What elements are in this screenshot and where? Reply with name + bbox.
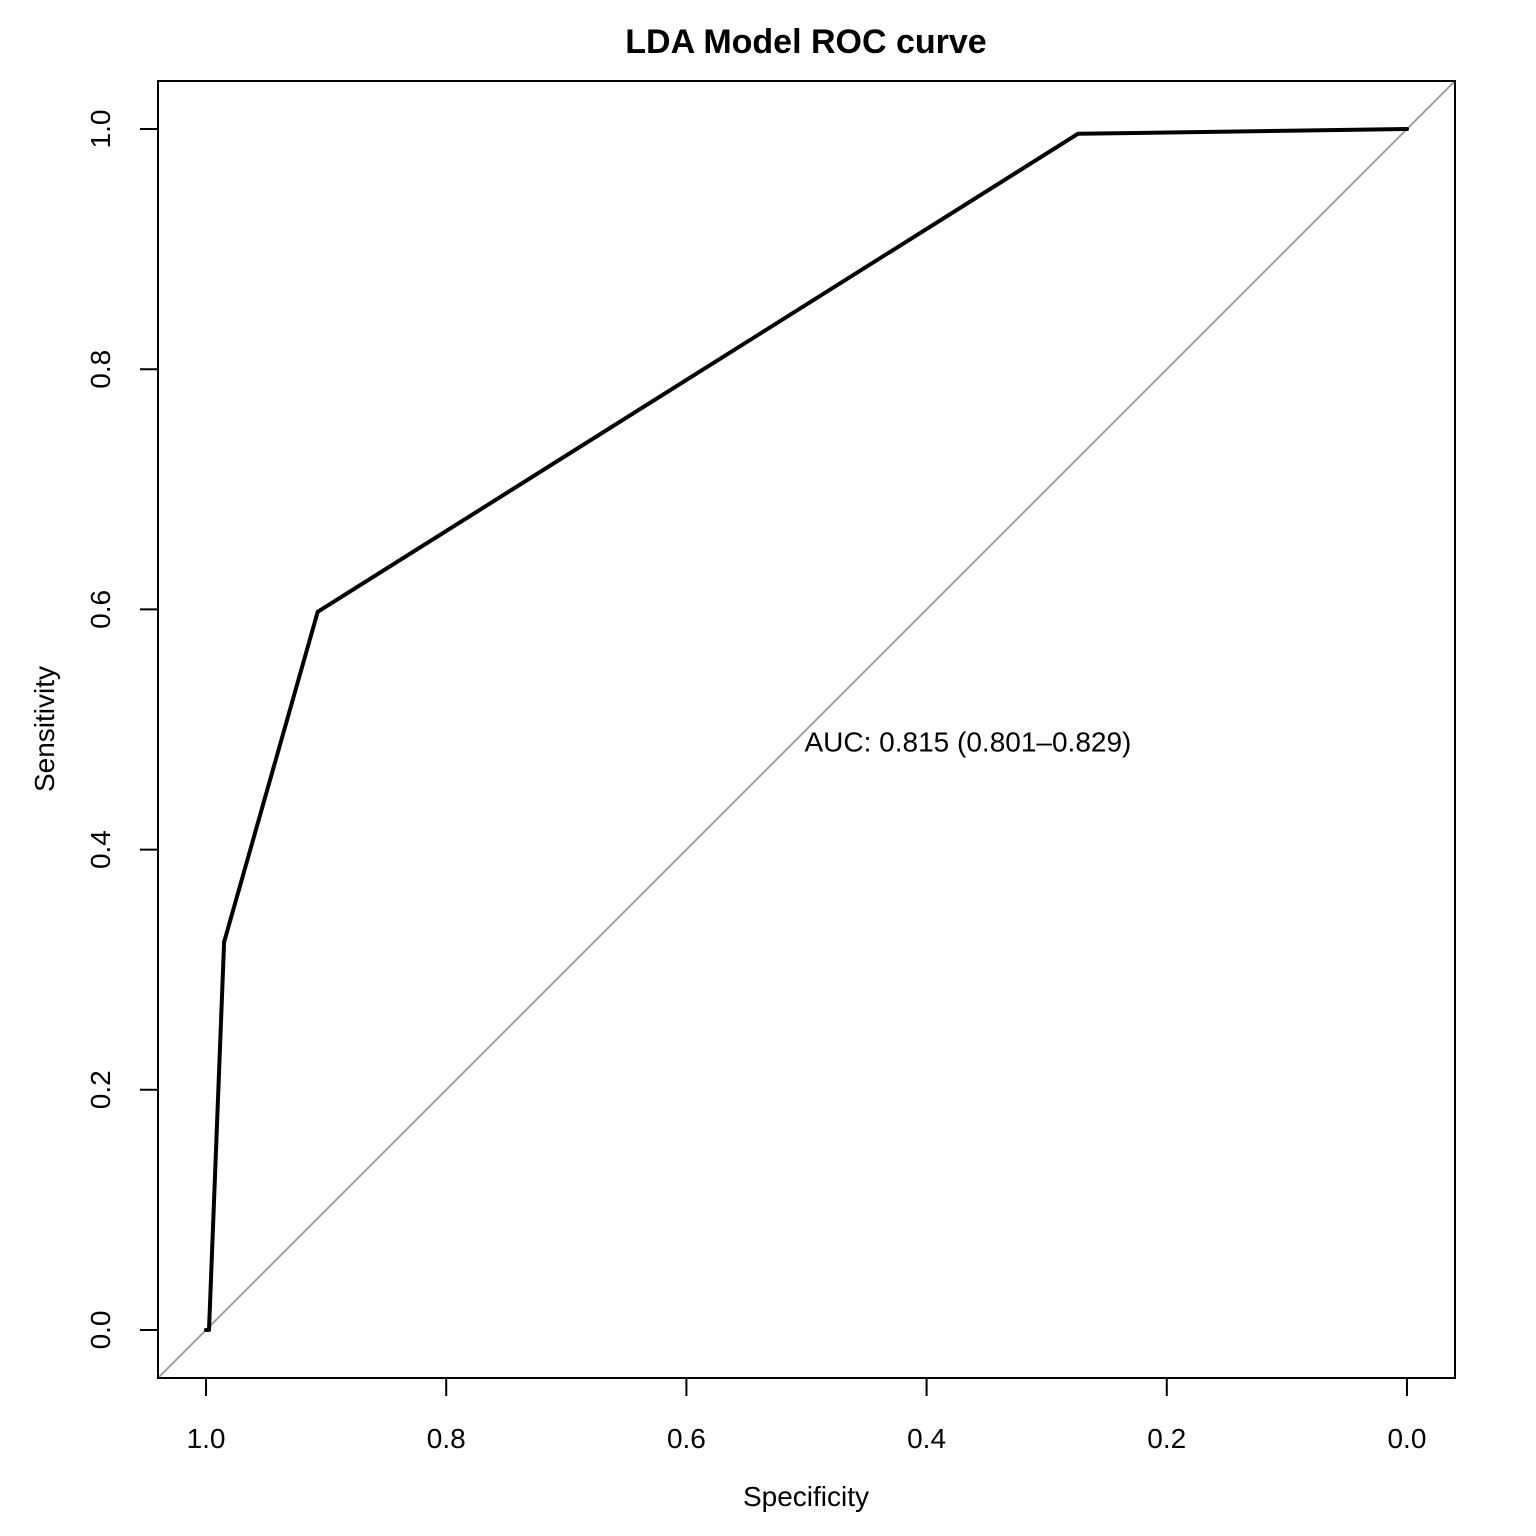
x-tick-label: 0.2: [1147, 1423, 1186, 1454]
y-axis-label: Sensitivity: [29, 666, 60, 792]
y-tick-label: 0.0: [85, 1310, 116, 1349]
x-axis-label: Specificity: [743, 1481, 869, 1512]
x-tick-label: 0.8: [427, 1423, 466, 1454]
y-tick-label: 0.6: [85, 590, 116, 629]
y-axis: 0.0 0.2 0.4 0.6 0.8 1.0: [85, 110, 158, 1349]
x-tick-label: 1.0: [187, 1423, 226, 1454]
plot-frame: [157, 80, 1456, 1379]
x-tick-label: 0.6: [667, 1423, 706, 1454]
plot-area: [158, 81, 1455, 1378]
reference-diagonal-line: [158, 81, 1455, 1378]
x-tick-label: 0.0: [1387, 1423, 1426, 1454]
y-tick-label: 0.8: [85, 350, 116, 389]
y-tick-label: 0.4: [85, 830, 116, 869]
x-tick-label: 0.4: [907, 1423, 946, 1454]
roc-curve-line: [204, 127, 1409, 1332]
auc-annotation: AUC: 0.815 (0.801–0.829): [805, 727, 1132, 758]
x-axis: 1.0 0.8 0.6 0.4 0.2 0.0: [187, 1378, 1426, 1454]
chart-title: LDA Model ROC curve: [625, 23, 986, 61]
y-tick-label: 0.2: [85, 1070, 116, 1109]
y-tick-label: 1.0: [85, 110, 116, 149]
